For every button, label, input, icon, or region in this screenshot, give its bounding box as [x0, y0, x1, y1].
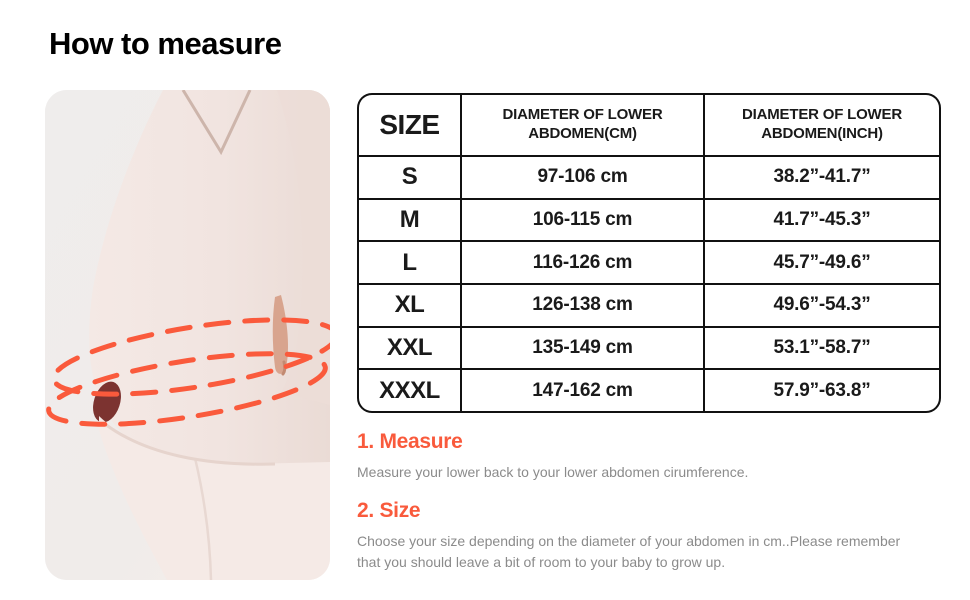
table-cell-inch: 45.7”-49.6”	[705, 242, 939, 283]
table-cell-size: M	[359, 199, 460, 241]
column-header-size: SIZE	[359, 95, 460, 155]
table-cell-cm: 106-115 cm	[462, 199, 703, 241]
hand	[272, 295, 289, 374]
size-heading: 2. Size	[357, 499, 421, 522]
size-text: Choose your size depending on the diamet…	[357, 533, 901, 570]
pregnant-model-photo	[45, 90, 330, 580]
finger	[281, 360, 287, 376]
table-cell-inch: 49.6”-54.3”	[705, 285, 939, 326]
column-header-cm: DIAMETER OF LOWER ABDOMEN(CM)	[462, 95, 703, 155]
table-cell-cm: 147-162 cm	[462, 370, 703, 411]
leggings	[99, 416, 330, 580]
table-cell-size: XL	[359, 285, 460, 326]
table-cell-size: XXL	[359, 327, 460, 369]
measure-heading: 1. Measure	[357, 430, 463, 453]
vneck-collar	[181, 90, 252, 156]
leggings-seam	[193, 457, 213, 580]
table-cell-size: S	[359, 157, 460, 198]
torso-top	[89, 90, 330, 474]
table-cell-cm: 135-149 cm	[462, 327, 703, 369]
table-cell-cm: 97-106 cm	[462, 157, 703, 198]
measurement-illustration	[45, 90, 330, 580]
measure-text: Measure your lower back to your lower ab…	[357, 464, 749, 480]
page-title: How to measure	[49, 26, 282, 61]
table-cell-size: L	[359, 242, 460, 283]
table-cell-size: XXXL	[359, 370, 460, 411]
measurement-dashed-rings	[46, 317, 330, 427]
instructions: 1. Measure Measure your lower back to yo…	[357, 430, 922, 589]
column-header-inch: DIAMETER OF LOWER ABDOMEN(INCH)	[705, 95, 939, 155]
size-chart-table: SIZE DIAMETER OF LOWER ABDOMEN(CM) DIAME…	[357, 93, 941, 413]
table-cell-cm: 116-126 cm	[462, 242, 703, 283]
table-cell-inch: 53.1”-58.7”	[705, 327, 939, 369]
table-cell-inch: 38.2”-41.7”	[705, 157, 939, 198]
arm	[277, 90, 330, 405]
table-cell-inch: 41.7”-45.3”	[705, 199, 939, 241]
waistband	[104, 422, 276, 466]
table-cell-inch: 57.9”-63.8”	[705, 370, 939, 411]
table-cell-cm: 126-138 cm	[462, 285, 703, 326]
